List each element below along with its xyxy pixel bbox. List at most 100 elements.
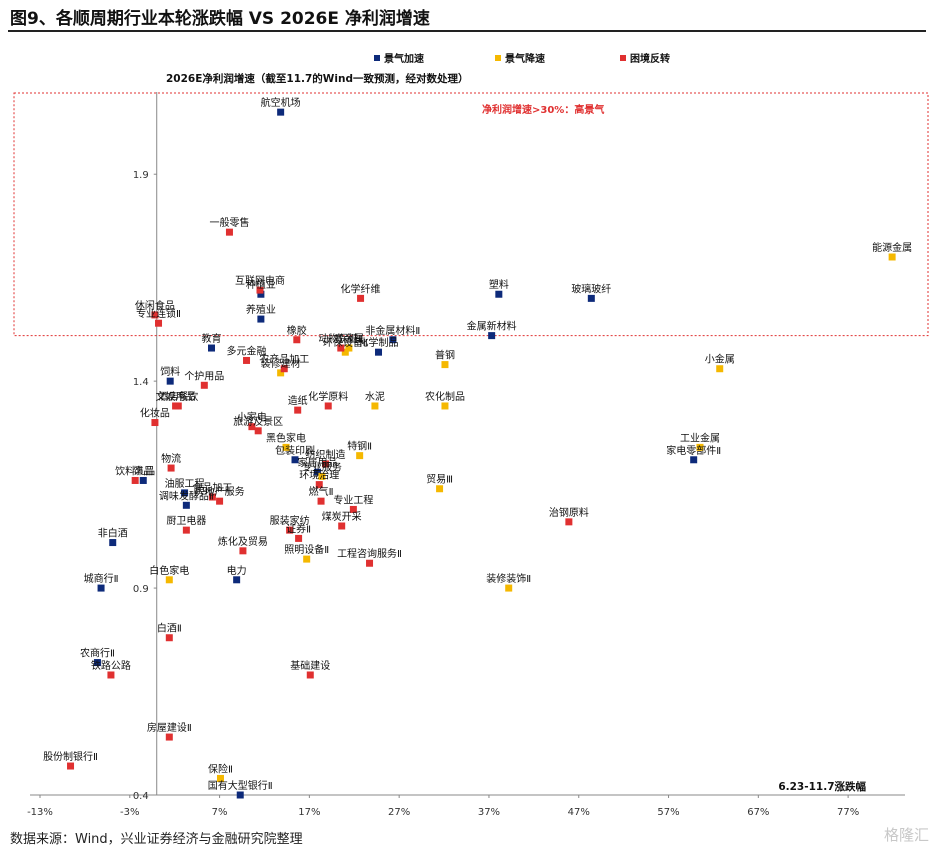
x-tick-label: 17% — [298, 807, 320, 818]
point-label: 房屋建设Ⅱ — [147, 721, 192, 734]
scatter-point — [236, 791, 244, 799]
scatter-point — [441, 361, 449, 369]
scatter-point — [216, 497, 224, 505]
scatter-point — [341, 348, 349, 356]
point-label: 电力 — [227, 564, 247, 577]
scatter-point — [216, 774, 224, 782]
point-label: 化学原料 — [308, 390, 348, 403]
point-label: 特钢Ⅱ — [347, 440, 372, 453]
scatter-point — [690, 456, 698, 464]
x-tick-label: 7% — [212, 807, 228, 818]
point-label: 互联网电商 — [235, 274, 285, 287]
point-label: 小金属 — [705, 353, 735, 366]
point-label: 水泥 — [365, 390, 385, 403]
point-label: 化妆品 — [140, 407, 170, 420]
scatter-point — [888, 253, 896, 261]
chart-axes: -13% -3% 7% 17% 27% 37% 47% 57% 67% 77% 0.4 0.9 1.4 1… — [27, 72, 905, 818]
y-tick-label: 1.9 — [133, 170, 149, 181]
scatter-point — [436, 485, 444, 493]
scatter-point — [306, 671, 314, 679]
scatter-point — [318, 472, 326, 480]
point-label: 造纸 — [288, 394, 308, 407]
point-label: 非白酒 — [98, 527, 128, 540]
scatter-point — [356, 452, 364, 460]
legend-label: 景气加速 — [384, 52, 424, 65]
point-label: 保险Ⅱ — [208, 762, 233, 775]
scatter-point — [357, 294, 365, 302]
scatter-point — [324, 402, 332, 410]
scatter-point — [565, 518, 573, 526]
scatter-point — [151, 419, 159, 427]
point-label: 种植业 — [246, 278, 276, 291]
scatter-point — [587, 294, 595, 302]
scatter-point — [200, 381, 208, 389]
point-label: 塑料 — [489, 278, 509, 291]
scatter-point — [107, 671, 115, 679]
point-label: 调味发酵品Ⅱ — [159, 489, 214, 502]
scatter-point — [277, 108, 285, 116]
scatter-point — [495, 290, 503, 298]
scatter-point — [303, 555, 311, 563]
scatter-point — [97, 584, 105, 592]
scatter-point — [294, 406, 302, 414]
point-label: 贸易Ⅲ — [426, 474, 453, 486]
point-label: 饲料 — [160, 365, 180, 378]
point-label: 基础建设 — [290, 659, 330, 672]
scatter-point — [389, 336, 397, 344]
scatter-point — [280, 365, 288, 373]
point-label: 农商行Ⅱ — [80, 647, 115, 660]
point-label: 个护用品 — [184, 369, 224, 382]
scatter-point — [505, 584, 513, 592]
scatter-point — [315, 481, 323, 489]
point-label: 白色家电 — [149, 564, 189, 577]
point-label: 一般零售 — [209, 216, 249, 229]
point-label: 照明设备Ⅱ — [284, 543, 329, 556]
scatter-point — [248, 423, 256, 431]
point-label: 纺织制造 — [306, 448, 346, 461]
chart-marks — [67, 108, 896, 799]
scatter-point — [208, 344, 216, 352]
scatter-point — [181, 489, 189, 497]
point-label: 橡胶 — [287, 324, 307, 337]
point-label: 专业工程 — [333, 493, 373, 506]
scatter-point — [322, 460, 330, 468]
point-label: 饰品 — [133, 464, 153, 477]
legend-label: 困境反转 — [630, 52, 670, 65]
scatter-point — [371, 402, 379, 410]
scatter-point — [488, 332, 496, 340]
scatter-point — [167, 464, 175, 472]
legend-label: 景气降速 — [505, 52, 545, 65]
scatter-point — [375, 348, 383, 356]
point-label: 非金属材料Ⅱ — [365, 324, 420, 337]
high-growth-annotation: 净利润增速>30%：高景气 — [482, 103, 604, 116]
point-label: 文娱用品 — [156, 390, 196, 403]
point-label: 包装印刷 — [275, 444, 315, 457]
point-label: 农产品加工 — [259, 353, 309, 366]
scatter-point — [256, 286, 264, 294]
point-label: 治钢原料 — [549, 506, 589, 519]
point-label: 股份制银行Ⅱ — [43, 750, 98, 763]
point-label: 玻璃玻纤 — [571, 282, 611, 295]
point-label: 油服工程 — [165, 477, 205, 490]
source-note: 数据来源：Wind，兴业证券经济与金融研究院整理 — [10, 832, 303, 847]
scatter-point — [277, 369, 285, 377]
point-label: 家电零部件Ⅱ — [666, 444, 721, 457]
legend-swatch — [374, 55, 380, 61]
point-label: 白酒Ⅱ — [157, 622, 182, 635]
point-label: 厨卫电器 — [166, 514, 206, 527]
point-label: 城商行Ⅱ — [84, 572, 119, 585]
point-label: 专业连锁Ⅱ — [136, 307, 181, 320]
point-label: 专业服务 — [302, 460, 342, 473]
figure-title: 图9、各顺周期行业本轮涨跌幅 VS 2026E 净利润增速 — [10, 9, 430, 29]
point-label: 服装家纺 — [270, 514, 310, 527]
point-label: 教育 — [202, 332, 222, 345]
point-label: 证券Ⅱ — [286, 522, 311, 535]
scatter-point — [345, 344, 353, 352]
y-tick-label: 1.4 — [133, 377, 149, 388]
scatter-point — [239, 547, 247, 555]
point-label: 贵金属 — [334, 332, 364, 345]
point-label: 金属新材料 — [467, 320, 517, 333]
high-growth-region: 净利润增速>30%：高景气 — [13, 92, 929, 337]
scatter-point — [282, 443, 290, 451]
